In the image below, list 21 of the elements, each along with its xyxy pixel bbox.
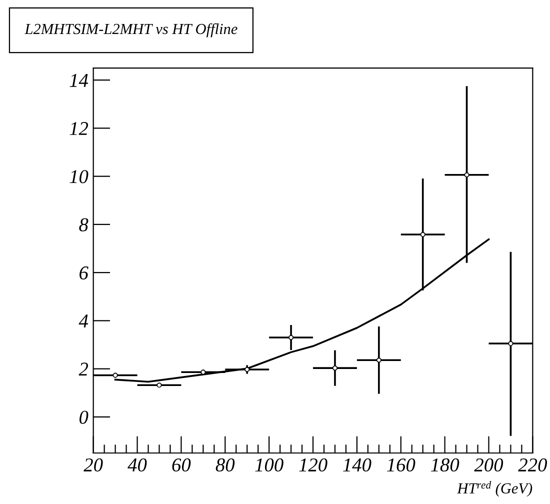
y-tick-label: 2 <box>78 362 88 376</box>
x-axis-title: HT$^{red}$ (GeV) <box>457 481 532 497</box>
y-tick-label: 10 <box>70 170 88 184</box>
x-tick-label: 120 <box>299 458 328 472</box>
y-tick-label: 12 <box>70 122 88 135</box>
y-tick-label: 4 <box>78 314 88 328</box>
x-tick-label: 60 <box>172 458 191 472</box>
x-tick-label: 80 <box>216 458 235 472</box>
x-tick-label: 140 <box>343 458 372 472</box>
x-tick-label: 220 <box>518 458 548 472</box>
x-tick-label: 40 <box>128 458 147 472</box>
y-tick-label: 0 <box>80 410 88 424</box>
x-tick-label: 160 <box>386 458 416 472</box>
chart-title: L2MHTSIM-L2MHT vs HT Offline <box>24 23 238 38</box>
y-tick-label: 8 <box>79 218 88 232</box>
x-tick-label: 100 <box>255 458 284 472</box>
y-tick-label: 6 <box>80 266 88 280</box>
y-tick-label: 14 <box>70 74 88 87</box>
x-tick-label: 20 <box>84 458 103 472</box>
x-tick-label: 180 <box>430 458 460 472</box>
x-tick-label: 200 <box>474 458 504 472</box>
